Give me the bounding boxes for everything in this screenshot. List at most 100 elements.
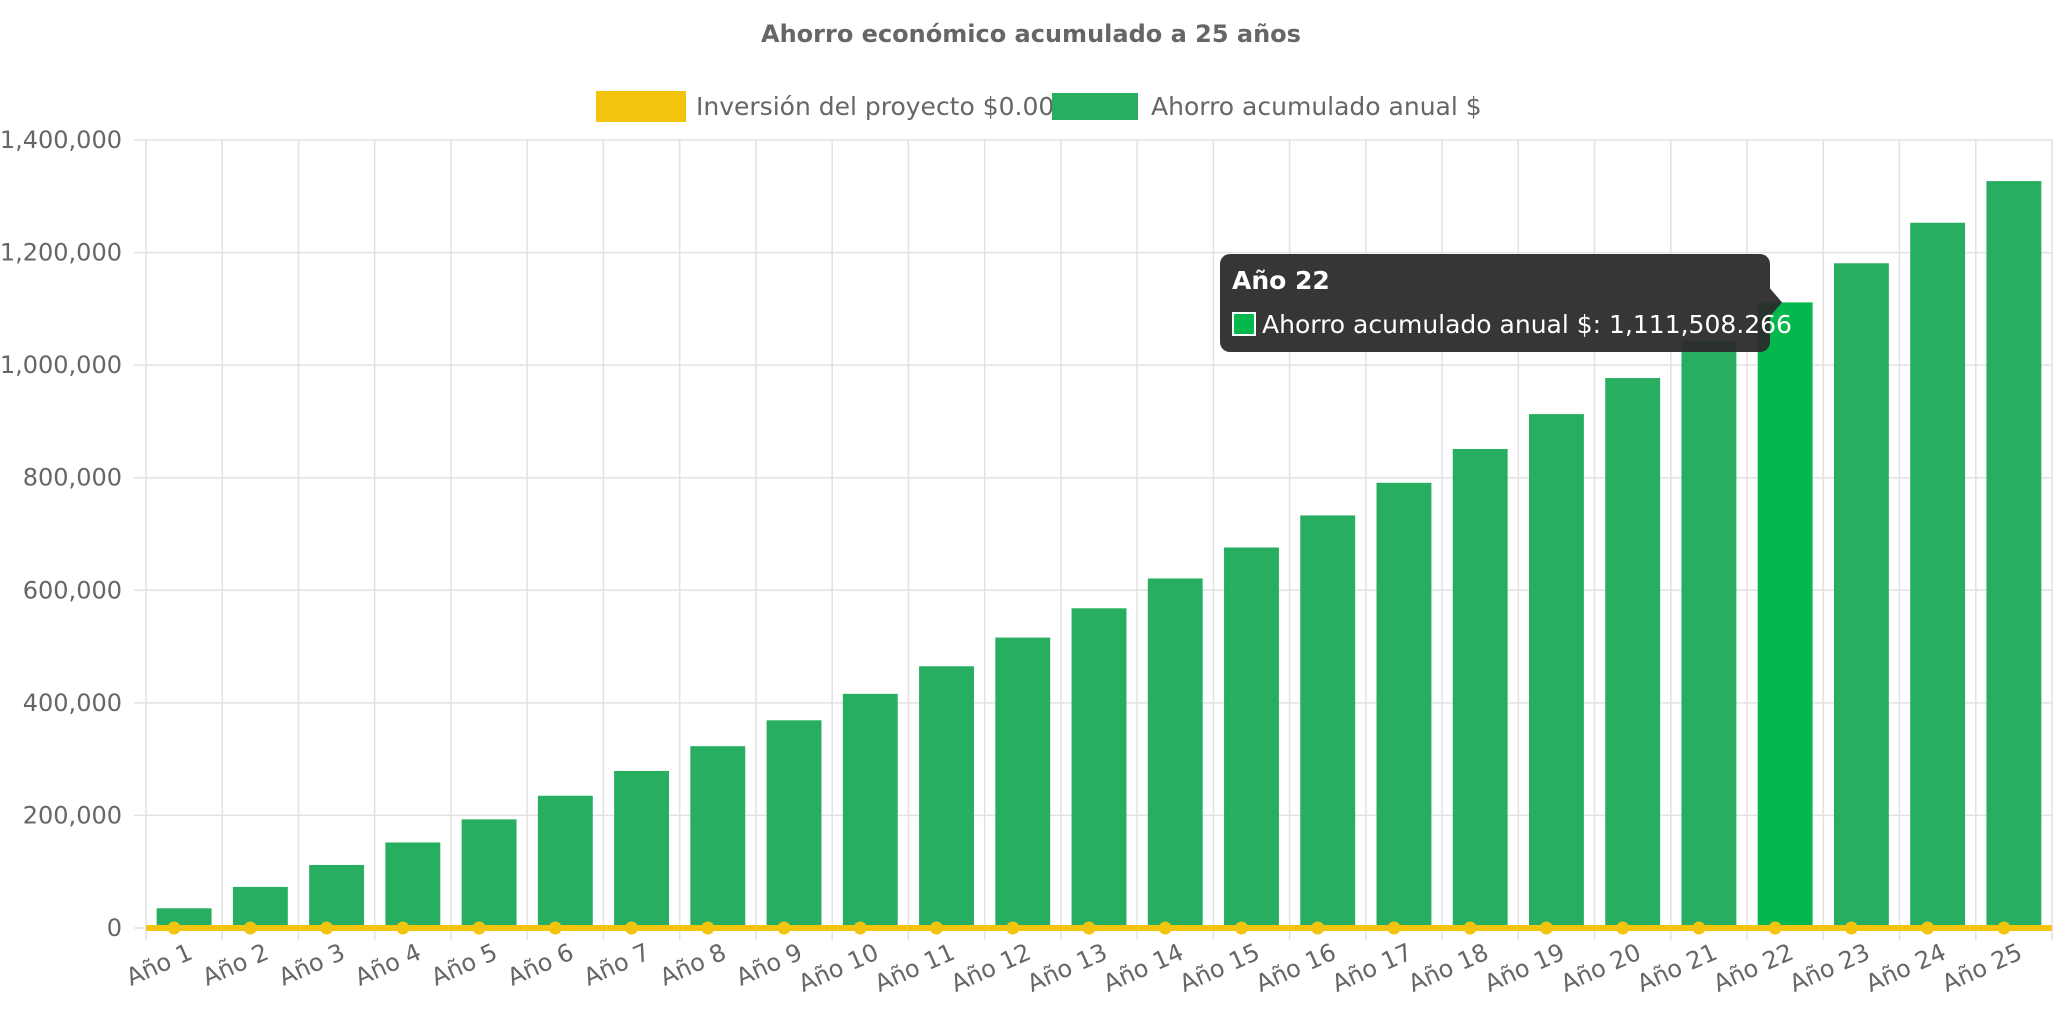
tooltip-swatch <box>1232 312 1256 336</box>
x-tick-label: Año 22 <box>1709 938 1798 998</box>
investment-point[interactable] <box>930 921 944 935</box>
x-tick-label: Año 1 <box>122 938 197 992</box>
legend-label-savings[interactable]: Ahorro acumulado anual $ <box>1151 92 1482 121</box>
x-axis: Año 1 Año 2 Año 3 Año 4 Año 5 Año 6 Año 7 Año 8… <box>122 938 2026 998</box>
investment-point[interactable] <box>1387 921 1401 935</box>
bars <box>156 181 2042 929</box>
investment-point[interactable] <box>1692 921 1706 935</box>
bar[interactable] <box>1757 302 1813 928</box>
x-tick-label: Año 2 <box>198 938 273 992</box>
legend-swatch-investment[interactable] <box>596 91 686 122</box>
x-tick-label: Año 6 <box>503 938 578 992</box>
tooltip-title: Año 22 <box>1232 266 1330 295</box>
investment-point[interactable] <box>701 921 715 935</box>
investment-point[interactable] <box>1082 921 1096 935</box>
chart-title: Ahorro económico acumulado a 25 años <box>761 20 1301 48</box>
investment-point[interactable] <box>320 921 334 935</box>
y-tick-label: 400,000 <box>23 689 122 717</box>
bar[interactable] <box>1376 482 1432 928</box>
y-tick-label: 0 <box>107 914 122 942</box>
x-tick-label: Año 20 <box>1557 938 1646 998</box>
x-tick-label: Año 21 <box>1633 938 1722 998</box>
investment-point[interactable] <box>1921 921 1935 935</box>
investment-point[interactable] <box>167 921 181 935</box>
bar[interactable] <box>1681 340 1737 928</box>
investment-point[interactable] <box>777 921 791 935</box>
x-tick-label: Año 25 <box>1938 938 2027 998</box>
y-tick-label: 1,400,000 <box>0 126 122 154</box>
x-tick-label: Año 17 <box>1328 938 1417 998</box>
legend-label-investment[interactable]: Inversión del proyecto $0.00 <box>696 92 1054 121</box>
investment-point[interactable] <box>1768 921 1782 935</box>
x-tick-label: Año 8 <box>656 938 731 992</box>
bar[interactable] <box>537 795 593 928</box>
bar[interactable] <box>919 666 974 928</box>
x-tick-label: Año 12 <box>947 938 1036 998</box>
investment-point[interactable] <box>396 921 410 935</box>
bar[interactable] <box>385 842 441 928</box>
x-tick-label: Año 15 <box>1175 938 1264 998</box>
bar[interactable] <box>1986 181 2042 929</box>
x-tick-label: Año 5 <box>427 938 502 992</box>
tooltip-caret <box>1770 288 1782 317</box>
bar[interactable] <box>1605 378 1661 928</box>
investment-point[interactable] <box>243 921 257 935</box>
tooltip: Año 22 Ahorro acumulado anual $: 1,111,5… <box>1220 254 1792 352</box>
investment-point[interactable] <box>1844 921 1858 935</box>
investment-point[interactable] <box>625 921 639 935</box>
x-tick-label: Año 3 <box>274 938 349 992</box>
bar[interactable] <box>995 637 1051 928</box>
investment-point[interactable] <box>1616 921 1630 935</box>
bar[interactable] <box>690 746 746 928</box>
bar[interactable] <box>1833 263 1889 928</box>
investment-point[interactable] <box>1311 921 1325 935</box>
x-tick-label: Año 14 <box>1099 938 1188 998</box>
investment-point[interactable] <box>472 921 486 935</box>
x-tick-label: Año 13 <box>1023 938 1112 998</box>
x-tick-label: Año 24 <box>1862 938 1951 998</box>
y-axis: 0 200,000 400,000 600,000 800,000 1,000,000 1,… <box>0 126 122 942</box>
bar[interactable] <box>309 864 365 928</box>
x-tick-label: Año 4 <box>351 938 426 992</box>
bar[interactable] <box>1910 222 1966 929</box>
x-tick-label: Año 23 <box>1785 938 1874 998</box>
bar[interactable] <box>1300 515 1356 928</box>
bar[interactable] <box>1147 578 1203 928</box>
x-tick-label: Año 16 <box>1252 938 1341 998</box>
bar[interactable] <box>614 770 670 928</box>
bar[interactable] <box>766 720 822 928</box>
investment-point[interactable] <box>1463 921 1477 935</box>
legend: Inversión del proyecto $0.00 Ahorro acum… <box>596 91 1482 122</box>
bar[interactable] <box>1071 608 1127 928</box>
y-tick-label: 1,000,000 <box>0 351 122 379</box>
y-tick-label: 1,200,000 <box>0 239 122 267</box>
y-tick-label: 200,000 <box>23 801 122 829</box>
bar[interactable] <box>461 819 517 928</box>
investment-point[interactable] <box>1006 921 1020 935</box>
x-tick-label: Año 10 <box>794 938 883 998</box>
bar[interactable] <box>232 886 288 928</box>
bar[interactable] <box>842 693 898 928</box>
investment-line <box>146 921 2052 935</box>
investment-point[interactable] <box>1158 921 1172 935</box>
investment-point[interactable] <box>1234 921 1248 935</box>
y-tick-label: 600,000 <box>23 576 122 604</box>
investment-point[interactable] <box>548 921 562 935</box>
x-tick-label: Año 19 <box>1480 938 1569 998</box>
tooltip-body: Ahorro acumulado anual $: 1,111,508.266 <box>1262 310 1792 339</box>
tooltip-box <box>1220 254 1770 352</box>
legend-swatch-savings[interactable] <box>1052 93 1138 120</box>
x-tick-label: Año 7 <box>579 938 654 992</box>
x-tick-label: Año 11 <box>870 938 959 998</box>
bar[interactable] <box>1528 414 1584 928</box>
bar[interactable] <box>1224 547 1279 928</box>
grid <box>134 139 2053 940</box>
investment-point[interactable] <box>1539 921 1553 935</box>
x-tick-label: Año 9 <box>732 938 807 992</box>
bar[interactable] <box>1452 449 1508 928</box>
y-tick-label: 800,000 <box>23 464 122 492</box>
investment-point[interactable] <box>853 921 867 935</box>
investment-point[interactable] <box>1997 921 2011 935</box>
